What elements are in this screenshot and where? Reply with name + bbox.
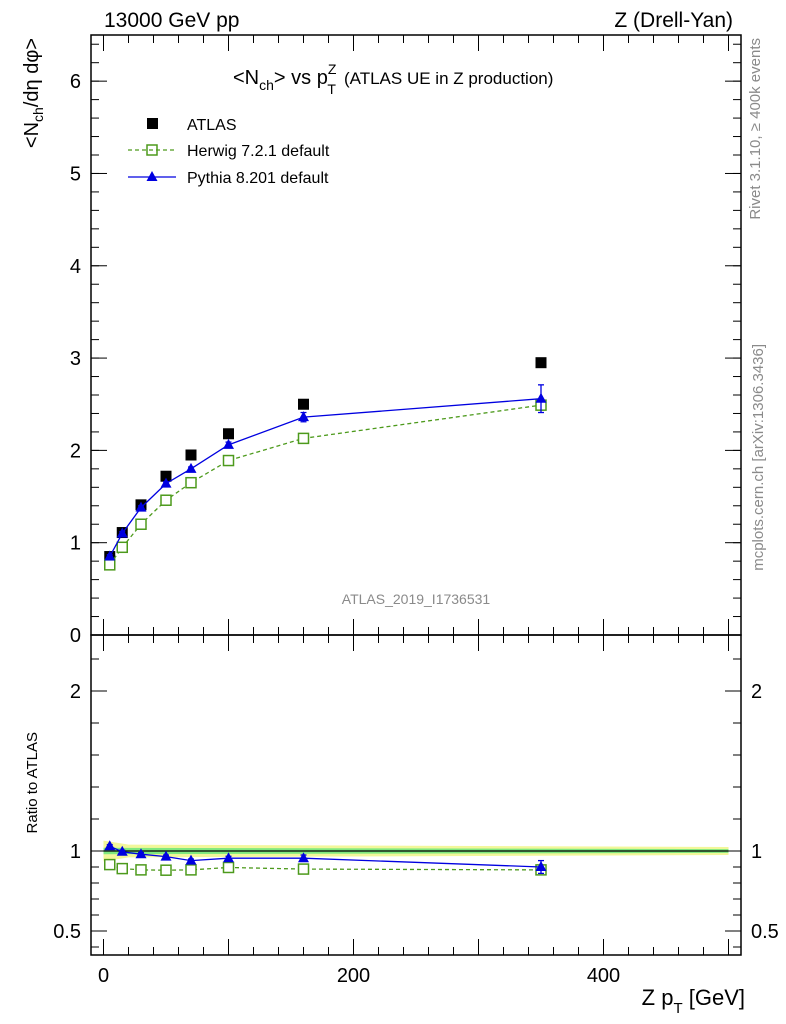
title-pt-sub: T bbox=[327, 81, 336, 97]
legend-atlas-marker bbox=[147, 118, 158, 129]
title-main-sub: ch bbox=[259, 77, 274, 93]
y-tick-label: 6 bbox=[70, 71, 81, 93]
y-tick-label-right: 1 bbox=[751, 841, 762, 863]
pythia-point bbox=[298, 411, 309, 422]
herwig-point bbox=[185, 864, 197, 876]
atlas-point bbox=[298, 398, 309, 410]
herwig-point bbox=[135, 864, 147, 876]
pythia-point bbox=[160, 850, 172, 861]
herwig-point bbox=[160, 494, 172, 506]
herwig-point bbox=[185, 476, 197, 489]
herwig-point bbox=[116, 862, 128, 875]
atlas-point bbox=[535, 357, 547, 369]
chart-title: <Nch> vs pZ T (ATLAS UE in Z production) bbox=[233, 61, 553, 97]
legend-pythia-label: Pythia 8.201 default bbox=[187, 170, 329, 187]
legend-pythia-marker bbox=[146, 171, 158, 181]
pythia-point bbox=[535, 392, 547, 403]
pythia-point bbox=[185, 462, 197, 473]
header-right: Z (Drell-Yan) bbox=[614, 9, 733, 32]
title-vs: > vs p bbox=[274, 67, 328, 89]
herwig-point bbox=[160, 864, 172, 876]
atlas-point bbox=[223, 428, 234, 440]
x-tick-label: 400 bbox=[587, 965, 620, 987]
pythia-point bbox=[535, 861, 547, 871]
x-tick-label: 0 bbox=[98, 965, 109, 987]
ylabel-top: <Nch/dη dφ> bbox=[21, 38, 46, 148]
herwig-point bbox=[222, 454, 235, 467]
y-tick-label: 1 bbox=[70, 841, 81, 863]
legend-herwig-marker bbox=[146, 144, 158, 156]
y-tick-label: 2 bbox=[70, 681, 81, 703]
y-tick-label-right: 2 bbox=[751, 681, 762, 703]
atlas-point bbox=[185, 449, 197, 461]
title-pt-sup: Z bbox=[328, 61, 337, 77]
herwig-point bbox=[116, 541, 128, 554]
mcplots-label: mcplots.cern.ch [arXiv:1306.3436] bbox=[750, 344, 767, 571]
pythia-point bbox=[116, 527, 128, 538]
herwig-line bbox=[109, 863, 542, 871]
pythia-point bbox=[104, 840, 116, 851]
y-tick-label: 3 bbox=[70, 348, 81, 370]
pythia-point bbox=[223, 852, 234, 863]
herwig-point bbox=[222, 861, 235, 874]
legend-herwig-label: Herwig 7.2.1 default bbox=[187, 143, 330, 160]
header-left: 13000 GeV pp bbox=[104, 9, 239, 32]
y-tick-label: 1 bbox=[70, 533, 81, 555]
herwig-point bbox=[104, 559, 116, 571]
herwig-point bbox=[297, 432, 310, 445]
pythia-point bbox=[104, 550, 116, 561]
ratio-panel: 0.5 0.5 1 1 2 2 0 200 400 bbox=[53, 634, 779, 987]
herwig-line bbox=[109, 404, 542, 566]
pythia-line bbox=[109, 398, 542, 557]
pythia-point bbox=[135, 501, 147, 512]
pythia-point bbox=[116, 845, 128, 856]
main-panel: 0 1 2 3 4 5 6 bbox=[70, 34, 742, 647]
y-tick-label: 0.5 bbox=[53, 921, 81, 943]
x-tick-label: 200 bbox=[337, 965, 370, 987]
y-tick-label: 4 bbox=[70, 256, 81, 278]
herwig-point bbox=[135, 518, 147, 530]
pythia-point bbox=[223, 438, 234, 449]
rivet-label: Rivet 3.1.10, ≥ 400k events bbox=[747, 38, 764, 220]
ratio-frame bbox=[90, 634, 742, 956]
y-tick-label: 5 bbox=[70, 163, 81, 185]
atlas-point bbox=[160, 470, 172, 482]
legend: ATLAS Herwig 7.2.1 default Pythia 8.201 … bbox=[128, 117, 330, 187]
y-tick-label: 0 bbox=[70, 625, 81, 647]
ylabel-bottom: Ratio to ATLAS bbox=[24, 732, 41, 833]
title-rest: (ATLAS UE in Z production) bbox=[344, 69, 553, 88]
pythia-point bbox=[185, 854, 197, 865]
legend-atlas-label: ATLAS bbox=[187, 117, 237, 134]
herwig-point bbox=[297, 863, 310, 875]
pythia-point bbox=[298, 852, 309, 863]
pythia-point bbox=[135, 848, 147, 859]
herwig-point bbox=[104, 858, 116, 871]
analysis-id: ATLAS_2019_I1736531 bbox=[342, 591, 491, 607]
title-main: <N bbox=[233, 67, 259, 89]
y-tick-label: 2 bbox=[70, 440, 81, 462]
pythia-point bbox=[160, 477, 172, 488]
y-tick-label-right: 0.5 bbox=[751, 921, 779, 943]
xlabel: Z pT [GeV] bbox=[642, 985, 745, 1017]
